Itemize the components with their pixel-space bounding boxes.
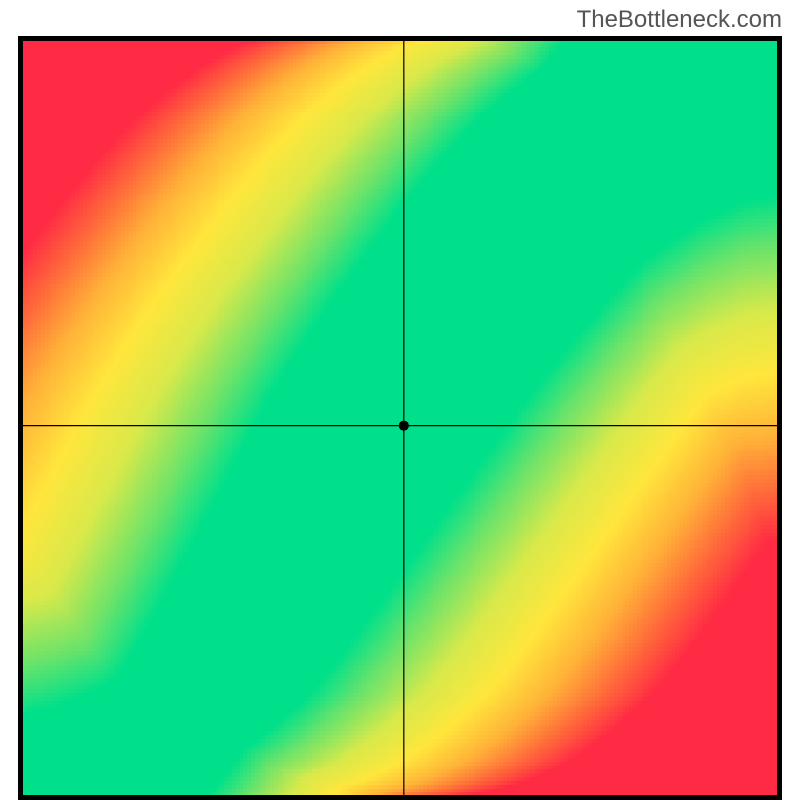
chart-container: TheBottleneck.com [0, 0, 800, 800]
watermark-text: TheBottleneck.com [577, 6, 782, 34]
heatmap-canvas [0, 0, 800, 800]
